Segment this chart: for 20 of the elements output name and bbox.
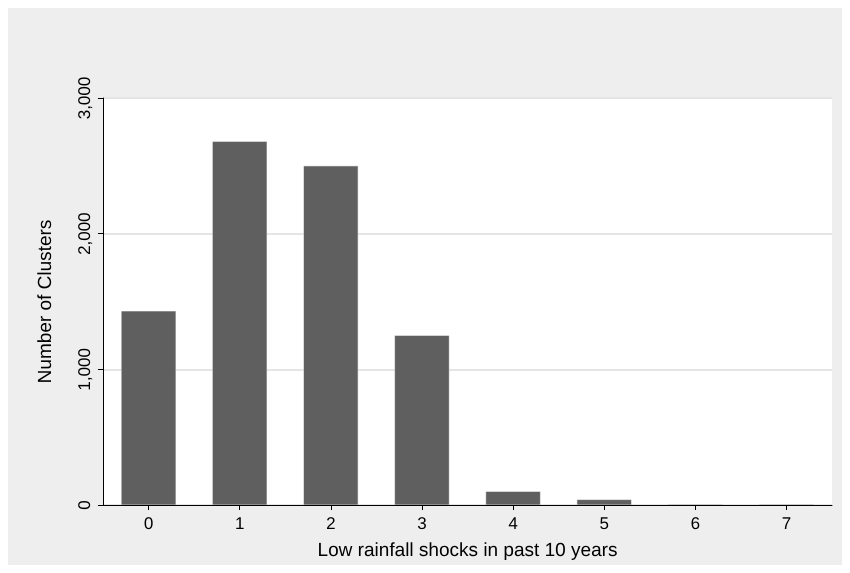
bar bbox=[212, 141, 268, 505]
y-tick-label: 3,000 bbox=[75, 76, 94, 120]
y-tick-label: 2,000 bbox=[75, 212, 94, 255]
x-tick-label: 4 bbox=[508, 514, 518, 533]
x-tick-label: 5 bbox=[599, 514, 609, 533]
y-axis-title: Number of Clusters bbox=[35, 220, 56, 384]
bar bbox=[394, 335, 450, 505]
x-tick-label: 3 bbox=[417, 514, 427, 533]
x-tick-label: 2 bbox=[326, 514, 336, 533]
x-tick-label: 7 bbox=[782, 514, 792, 533]
x-tick-label: 1 bbox=[234, 514, 244, 533]
y-tick-label: 0 bbox=[75, 500, 94, 510]
bar bbox=[486, 491, 540, 505]
y-tick-label: 1,000 bbox=[75, 348, 94, 391]
bar bbox=[576, 500, 632, 505]
x-axis-title: Low rainfall shocks in past 10 years bbox=[318, 540, 618, 561]
bar bbox=[121, 310, 176, 505]
x-tick-label: 0 bbox=[144, 514, 154, 533]
x-tick-label: 6 bbox=[690, 514, 700, 533]
bar bbox=[303, 166, 358, 505]
